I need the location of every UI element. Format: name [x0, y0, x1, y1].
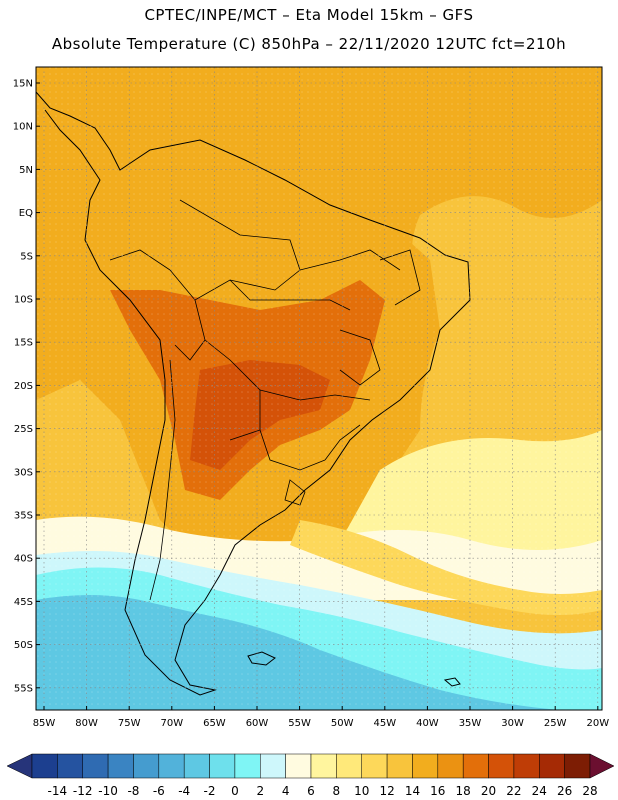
colorbar-swatch: [462, 753, 489, 779]
lat-label: 35S: [14, 511, 33, 522]
colorbar-label: 10: [354, 784, 369, 798]
colorbar-label: -14: [48, 784, 68, 798]
colorbar-swatch: [412, 753, 439, 779]
lat-label: 45S: [14, 597, 33, 608]
colorbar-high-arrow: [589, 753, 615, 779]
lat-label: 10N: [13, 122, 33, 133]
colorbar-swatch: [539, 753, 565, 779]
colorbar-swatch: [107, 753, 134, 779]
lon-label: 65W: [203, 718, 226, 729]
colorbar-label: 4: [282, 784, 290, 798]
colorbar-swatch: [158, 753, 185, 779]
lon-label: 35W: [459, 718, 482, 729]
colorbar-swatch: [260, 753, 286, 779]
island-south-georgia: [443, 677, 461, 687]
lat-label: 30S: [14, 467, 33, 478]
lon-label: 20W: [586, 718, 609, 729]
latitude-axis: 15N 10N 5N EQ 5S 10S 15S 20S 25S 30S 35S 40S 45S 50S 5…: [13, 79, 40, 694]
colorbar-swatch: [564, 753, 591, 779]
lat-label: 15N: [13, 79, 33, 90]
lat-lon-grid: [36, 67, 602, 710]
lon-label: 40W: [416, 718, 439, 729]
lat-label: 50S: [14, 640, 33, 651]
colorbar-label: 18: [456, 784, 471, 798]
country-borders: [109, 199, 421, 601]
colorbar-label: 26: [557, 784, 572, 798]
lat-label: 55S: [14, 683, 33, 694]
title-line-1: CPTEC/INPE/MCT – Eta Model 15km – GFS: [144, 6, 474, 24]
colorbar-swatch: [82, 753, 109, 779]
lat-label: EQ: [19, 208, 33, 219]
colorbar-label: 28: [582, 784, 597, 798]
colorbar-label: 16: [430, 784, 445, 798]
lon-label: 30W: [501, 718, 524, 729]
colorbar-label: 6: [307, 784, 315, 798]
colorbar-label: 20: [481, 784, 496, 798]
lon-label: 75W: [118, 718, 141, 729]
lat-label: 20S: [14, 381, 33, 392]
colorbar-label: 14: [405, 784, 420, 798]
colorbar-label: -10: [98, 784, 118, 798]
lon-label: 25W: [544, 718, 567, 729]
colorbar-swatch: [31, 753, 58, 779]
lon-label: 80W: [75, 718, 98, 729]
lat-label: 15S: [14, 338, 33, 349]
colorbar-label: -8: [127, 784, 139, 798]
coastline: [36, 91, 471, 696]
colorbar-low-arrow: [6, 753, 33, 779]
map-field: [36, 67, 602, 710]
lon-label: 55W: [288, 718, 311, 729]
colorbar-swatch: [234, 753, 261, 779]
colorbar: -14 -12 -10 -8 -6 -4 -2 0 2 4 6 8 10 12 14 16 18 20 22 24 26…: [6, 753, 615, 798]
colorbar-swatch: [183, 753, 210, 779]
lat-label: 5S: [20, 251, 33, 262]
map-frame: [35, 66, 603, 711]
colorbar-swatch: [310, 753, 337, 779]
colorbar-label: 8: [333, 784, 341, 798]
lon-label: 50W: [331, 718, 354, 729]
lon-label: 60W: [246, 718, 269, 729]
lat-label: 25S: [14, 424, 33, 435]
lat-label: 5N: [19, 165, 33, 176]
lon-label: 85W: [33, 718, 56, 729]
colorbar-swatch: [386, 753, 413, 779]
colorbar-label: -4: [178, 784, 190, 798]
colorbar-swatch: [361, 753, 388, 779]
colorbar-label: -12: [73, 784, 93, 798]
colorbar-label: 12: [379, 784, 394, 798]
longitude-axis: 85W 80W 75W 70W 65W 60W 55W 50W 45W 40W 35W 30W 25W 2…: [33, 706, 609, 729]
colorbar-label: -6: [153, 784, 165, 798]
colorbar-swatch: [209, 753, 236, 779]
title-line-2: Absolute Temperature (C) 850hPa – 22/11/…: [51, 35, 567, 53]
colorbar-swatch: [57, 753, 83, 779]
lat-label: 10S: [14, 295, 33, 306]
colorbar-swatch: [133, 753, 160, 779]
lon-label: 70W: [160, 718, 183, 729]
colorbar-swatch: [488, 753, 515, 779]
lat-label: 40S: [14, 554, 33, 565]
colorbar-swatch: [336, 753, 362, 779]
colorbar-label: 2: [256, 784, 264, 798]
colorbar-label: 22: [506, 784, 521, 798]
colorbar-label: -2: [204, 784, 216, 798]
colorbar-label: 0: [231, 784, 239, 798]
colorbar-swatch: [285, 753, 312, 779]
colorbar-label: 24: [532, 784, 547, 798]
colorbar-swatch: [513, 753, 540, 779]
falkland-islands: [247, 651, 276, 666]
lon-label: 45W: [373, 718, 396, 729]
colorbar-swatch: [437, 753, 464, 779]
